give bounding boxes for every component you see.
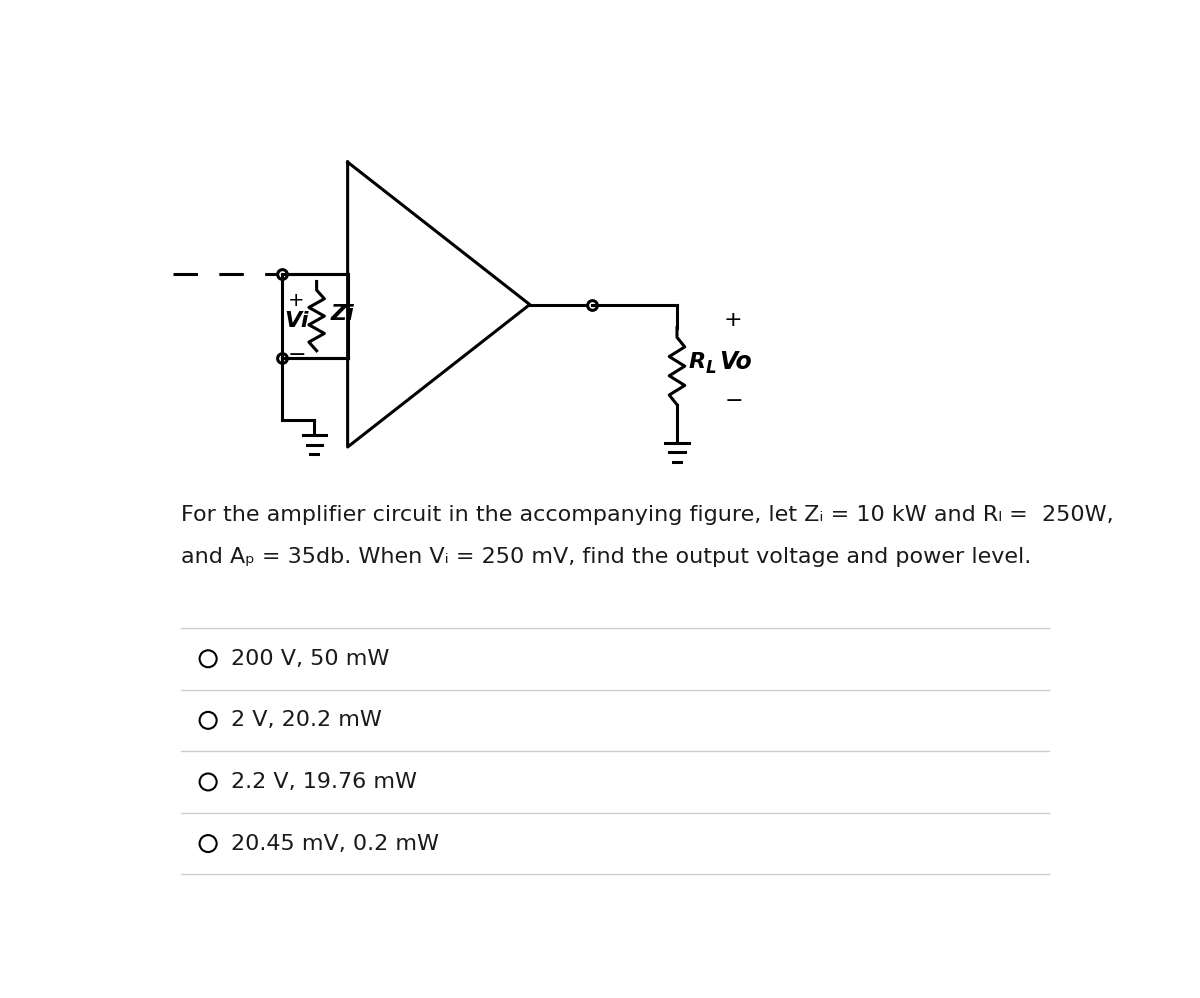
Text: 2.2 V, 19.76 mW: 2.2 V, 19.76 mW [232,772,418,792]
Text: R: R [689,352,706,372]
Text: 200 V, 50 mW: 200 V, 50 mW [232,649,390,669]
Text: 20.45 mV, 0.2 mW: 20.45 mV, 0.2 mW [232,833,439,853]
Text: For the amplifier circuit in the accompanying figure, let Zᵢ = 10 kW and Rₗ =  2: For the amplifier circuit in the accompa… [181,505,1114,525]
Text: 2 V, 20.2 mW: 2 V, 20.2 mW [232,711,383,731]
Text: Zi: Zi [330,303,354,323]
Text: +: + [724,310,742,330]
Text: Vi: Vi [284,310,308,330]
Text: Vo: Vo [720,350,752,374]
Text: L: L [706,358,716,376]
Text: +: + [288,290,305,309]
Text: and Aₚ = 35db. When Vᵢ = 250 mV, find the output voltage and power level.: and Aₚ = 35db. When Vᵢ = 250 mV, find th… [181,547,1031,567]
Text: −: − [288,344,306,364]
Text: −: − [725,391,744,411]
